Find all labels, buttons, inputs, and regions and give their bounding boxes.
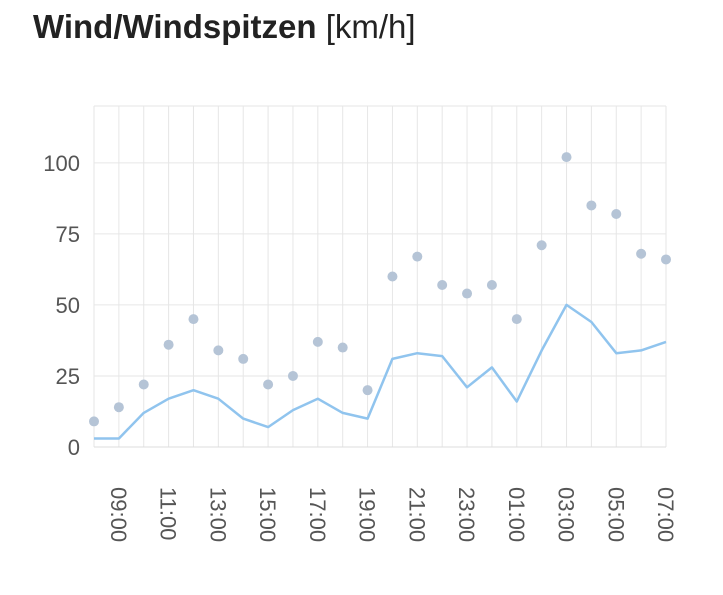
- gust-point: [387, 271, 398, 282]
- wind-line: [94, 303, 667, 440]
- gust-point: [312, 336, 323, 347]
- gust-point: [89, 416, 99, 427]
- x-tick-label: 21:00: [404, 487, 429, 542]
- x-tick-label: 09:00: [106, 487, 131, 542]
- x-axis-ticks: 09:00 11:00 13:00 15:00 17:00 19:00 21:00 23:00…: [106, 487, 678, 542]
- y-tick-label: 0: [68, 435, 80, 460]
- gust-point: [188, 314, 199, 325]
- y-tick-label: 50: [56, 293, 80, 318]
- chart-title: Wind/Windspitzen [km/h]: [33, 8, 416, 46]
- x-tick-label: 15:00: [255, 487, 280, 542]
- y-tick-label: 100: [43, 151, 80, 176]
- gust-point: [337, 342, 348, 353]
- gust-series: [89, 152, 671, 427]
- gust-point: [586, 200, 597, 211]
- gust-point: [238, 353, 249, 364]
- gust-point: [661, 254, 671, 265]
- chart-title-unit: [km/h]: [325, 8, 416, 45]
- gust-point: [412, 251, 423, 262]
- x-tick-label: 05:00: [603, 487, 628, 542]
- chart-title-main: Wind/Windspitzen: [33, 8, 317, 45]
- x-tick-label: 23:00: [454, 487, 479, 542]
- gust-point: [636, 248, 647, 259]
- y-axis-ticks: 0 25 50 75 100: [43, 151, 80, 460]
- y-tick-label: 25: [56, 364, 80, 389]
- x-tick-label: 07:00: [653, 487, 678, 542]
- gust-point: [113, 402, 124, 413]
- chart-grid: [93, 105, 667, 448]
- gust-point: [462, 288, 473, 299]
- gust-point: [561, 152, 572, 163]
- x-tick-label: 19:00: [355, 487, 380, 542]
- gust-point: [511, 314, 522, 325]
- gust-point: [163, 339, 174, 350]
- x-tick-label: 17:00: [305, 487, 330, 542]
- gust-point: [486, 280, 497, 291]
- gust-point: [437, 280, 448, 291]
- wind-series: [94, 303, 667, 440]
- x-tick-label: 11:00: [156, 487, 181, 540]
- gust-point: [536, 240, 547, 251]
- gust-point: [138, 379, 149, 390]
- gust-point: [287, 370, 298, 381]
- y-tick-label: 75: [56, 222, 80, 247]
- x-tick-label: 01:00: [504, 487, 529, 542]
- gust-point: [263, 379, 274, 390]
- gust-point: [611, 208, 622, 219]
- gust-point: [213, 345, 224, 356]
- x-tick-label: 03:00: [554, 487, 579, 542]
- x-tick-label: 13:00: [205, 487, 230, 542]
- gust-point: [362, 385, 373, 396]
